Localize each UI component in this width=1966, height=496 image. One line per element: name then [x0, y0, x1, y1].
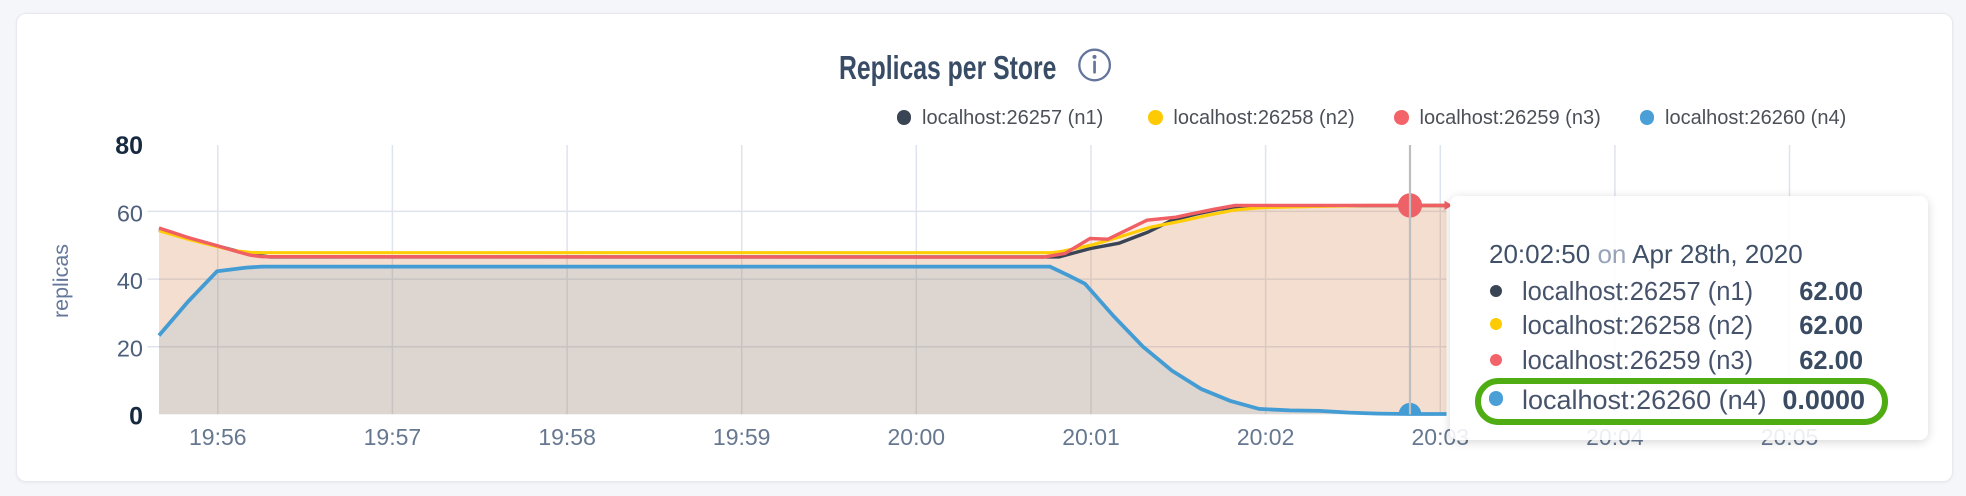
- svg-text:40: 40: [117, 268, 143, 294]
- svg-text:20:01: 20:01: [1062, 424, 1120, 450]
- svg-text:19:59: 19:59: [713, 424, 771, 450]
- svg-text:60: 60: [117, 200, 143, 226]
- svg-text:0: 0: [129, 402, 143, 430]
- svg-text:19:58: 19:58: [538, 424, 596, 450]
- svg-text:20:00: 20:00: [888, 424, 946, 450]
- svg-text:19:57: 19:57: [364, 424, 422, 450]
- svg-text:19:56: 19:56: [189, 424, 247, 450]
- svg-text:80: 80: [115, 132, 143, 160]
- svg-text:20:02: 20:02: [1237, 424, 1295, 450]
- svg-text:20: 20: [117, 336, 143, 362]
- svg-text:replicas: replicas: [49, 244, 73, 318]
